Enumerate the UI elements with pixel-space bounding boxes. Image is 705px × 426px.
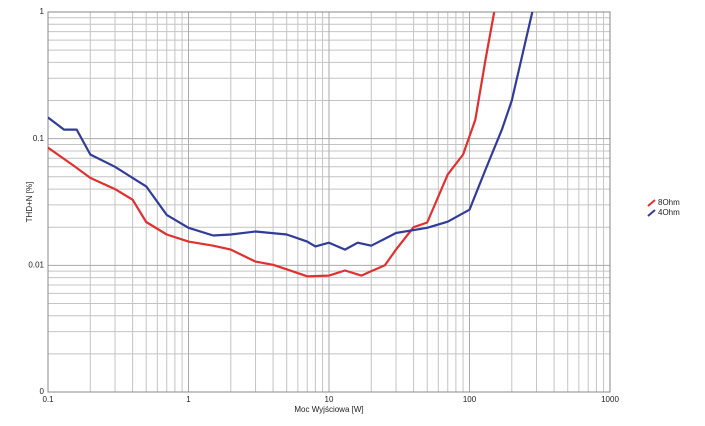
legend-label: 4Ohm [658,208,680,217]
x-tick-label: 0.1 [42,395,54,404]
x-tick-label: 1000 [601,395,619,404]
line-series [48,12,534,251]
x-tick-label: 100 [463,395,477,404]
x-tick-label: 10 [325,395,334,404]
x-axis-label: Moc Wyjściowa [W] [294,405,363,414]
y-tick-label: 0 [40,387,45,396]
plot-frame [47,11,611,393]
x-tick-label: 1 [186,395,191,404]
legend-swatch [647,209,656,217]
legend-label: 8Ohm [658,198,680,207]
y-tick-label: 0.1 [33,134,45,143]
legend-swatch [647,199,656,207]
y-tick-label: 0.01 [28,260,44,269]
y-tick-label: 1 [40,7,45,16]
line-series [48,12,496,278]
y-axis-label: THD+N [%] [25,182,34,223]
